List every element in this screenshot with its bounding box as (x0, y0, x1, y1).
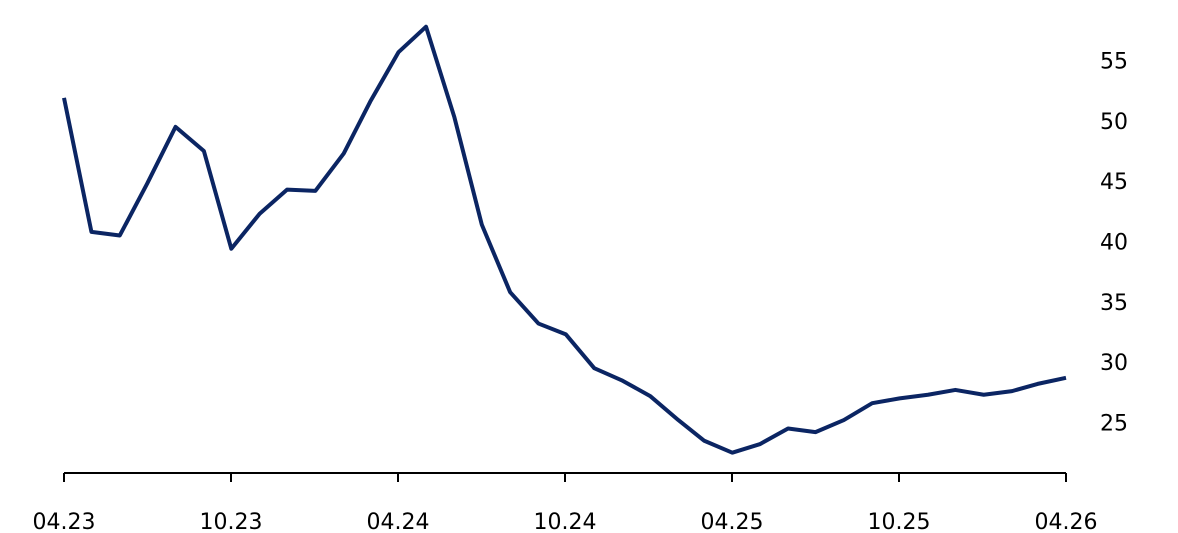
data-point (592, 366, 597, 371)
data-point (341, 151, 346, 156)
data-point (676, 418, 681, 423)
data-point (62, 95, 67, 100)
data-point (173, 124, 178, 129)
data-point (285, 187, 290, 192)
data-point (145, 181, 150, 186)
x-tick-label: 04.23 (33, 510, 96, 533)
y-tick-label: 30 (1100, 351, 1128, 376)
x-tick-label: 04.26 (1035, 510, 1098, 533)
data-point (368, 99, 373, 104)
data-point (1010, 389, 1015, 394)
data-point (229, 246, 234, 251)
data-point (1064, 375, 1069, 380)
data-point (1035, 381, 1040, 386)
series-line-0 (62, 24, 1067, 455)
x-tick-label: 04.24 (367, 510, 430, 533)
data-point (396, 50, 401, 55)
data-point (897, 396, 902, 401)
data-point (424, 24, 429, 29)
data-point (201, 149, 206, 154)
data-point (117, 233, 122, 238)
data-point (813, 430, 818, 435)
x-axis: 04.23 10.23 04.24 10.24 04.25 10.25 04.26 (33, 472, 1098, 533)
data-point (89, 229, 94, 234)
y-tick-label: 40 (1100, 231, 1128, 256)
x-tick-label: 04.25 (701, 510, 764, 533)
series-layer (62, 24, 1069, 455)
data-point (953, 387, 958, 392)
y-tick-label: 35 (1100, 291, 1128, 316)
data-point (870, 401, 875, 406)
x-tick-label: 10.23 (200, 510, 263, 533)
y-tick-label: 50 (1100, 110, 1128, 135)
data-point (981, 392, 986, 397)
data-point (841, 418, 846, 423)
data-point (648, 393, 653, 398)
data-point (257, 211, 262, 216)
data-point (563, 332, 568, 337)
data-point (479, 222, 484, 227)
y-tick-label: 45 (1100, 170, 1128, 195)
y-tick-label: 25 (1100, 412, 1128, 437)
data-point (786, 426, 791, 431)
data-point (508, 290, 513, 295)
data-point (536, 321, 541, 326)
data-point (757, 442, 762, 447)
y-axis: 25 30 35 40 45 50 55 (1100, 50, 1128, 437)
data-point (925, 392, 930, 397)
data-point (619, 378, 624, 383)
y-tick-label: 55 (1100, 50, 1128, 75)
data-point (701, 438, 706, 443)
x-tick-label: 10.25 (868, 510, 931, 533)
x-tick-label: 10.24 (534, 510, 597, 533)
data-point (313, 188, 318, 193)
data-point (452, 115, 457, 120)
data-point (730, 450, 735, 455)
